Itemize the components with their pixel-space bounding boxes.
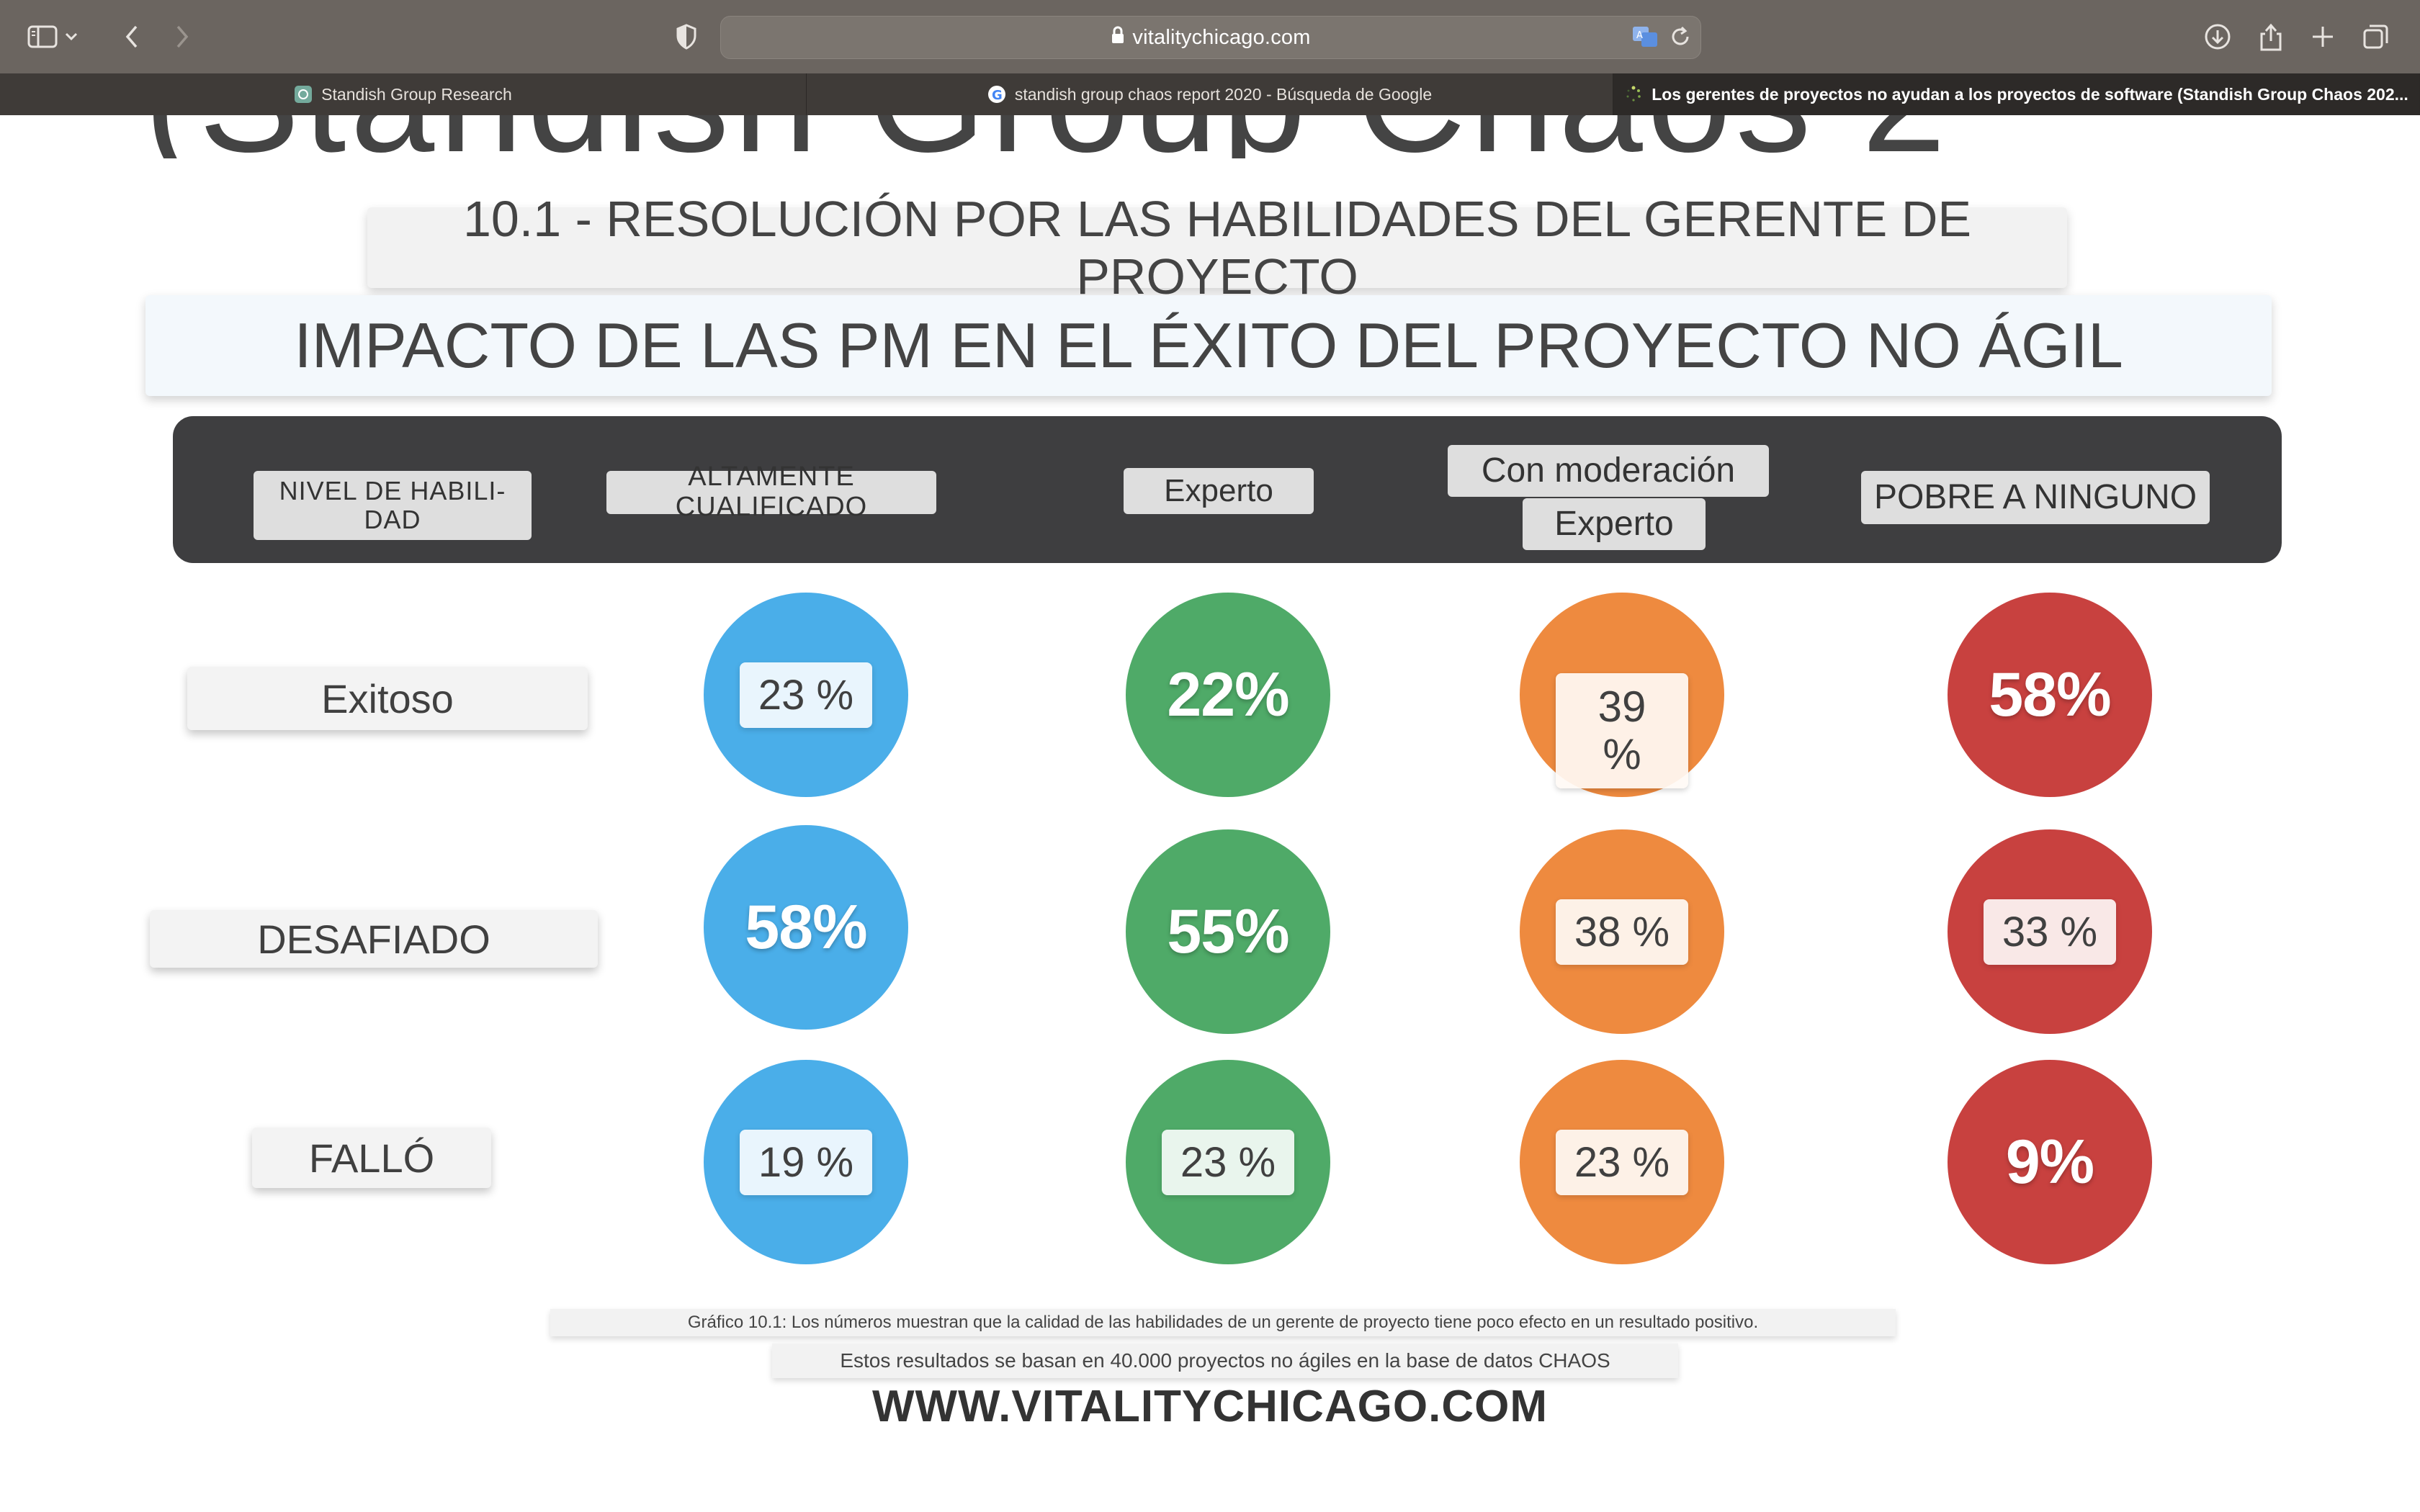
value-label: 19 %: [739, 1129, 873, 1195]
cell-failed-moderate: 23 %: [1520, 1060, 1724, 1264]
section-heading: 10.1 - RESOLUCIÓN POR LAS HABILIDADES DE…: [367, 191, 2067, 305]
svg-text:A: A: [1636, 30, 1643, 41]
column-header-poor: POBRE A NINGUNO: [1861, 471, 2210, 524]
value-label: 58%: [745, 892, 867, 962]
cell-failed-expert: 23 %: [1126, 1060, 1330, 1264]
column-header-highly-qualified: ALTAMENTE CUALIFICADO: [606, 462, 936, 522]
value-label: 58%: [1989, 660, 2111, 729]
lock-icon: [1111, 17, 1125, 59]
cell-challenged-moderate: 38 %: [1520, 829, 1724, 1034]
chart-caption: Gráfico 10.1: Los números muestran que l…: [550, 1309, 1896, 1336]
data-source-note: Estos resultados se basan en 40.000 proy…: [772, 1344, 1678, 1378]
sidebar-icon[interactable]: [22, 16, 63, 58]
column-header-skill-level: NIVEL DE HABILI- DAD: [254, 471, 532, 540]
row-label-success: Exitoso: [187, 667, 588, 730]
column-header-moderate: Con moderación: [1448, 445, 1769, 497]
tab-title: Standish Group Research: [321, 84, 512, 104]
value-label: 39 %: [1556, 673, 1688, 788]
cell-challenged-highly-qualified: 58%: [704, 825, 908, 1030]
shield-icon[interactable]: [666, 16, 707, 58]
tab-standish-research[interactable]: Standish Group Research: [0, 73, 807, 115]
row-label-challenged: DESAFIADO: [150, 910, 598, 968]
download-icon[interactable]: [2197, 16, 2238, 58]
tab-title: Los gerentes de proyectos no ayudan a lo…: [1652, 84, 2408, 104]
svg-text:G: G: [992, 88, 1003, 103]
new-tab-icon[interactable]: [2302, 16, 2344, 58]
value-label: 23 %: [1161, 1129, 1295, 1195]
value-label: 33 %: [1983, 899, 2117, 965]
chevron-down-icon[interactable]: [60, 16, 82, 58]
url-text: vitalitychicago.com: [1132, 26, 1311, 49]
row-label-failed: FALLÓ: [252, 1128, 491, 1188]
back-icon[interactable]: [111, 16, 153, 58]
tab-bar: Standish Group Research G standish group…: [0, 73, 2420, 115]
cell-success-poor: 58%: [1948, 593, 2152, 797]
address-bar[interactable]: vitalitychicago.com A: [720, 16, 1701, 59]
column-header-expert: Experto: [1124, 468, 1314, 514]
value-label: 55%: [1167, 896, 1289, 966]
browser-toolbar: vitalitychicago.com A: [0, 0, 2420, 74]
value-label: 23 %: [1555, 1129, 1689, 1195]
cell-success-moderate: 39 %: [1520, 593, 1724, 797]
column-header-bar: NIVEL DE HABILI- DAD ALTAMENTE CUALIFICA…: [173, 416, 2282, 563]
value-label: 23 %: [739, 662, 873, 728]
site-watermark: WWW.VITALITYCHICAGO.COM: [872, 1382, 1548, 1431]
value-label: 9%: [2005, 1127, 2094, 1197]
google-favicon-icon: G: [987, 85, 1006, 104]
chart-title: IMPACTO DE LAS PM EN EL ÉXITO DEL PROYEC…: [145, 295, 2272, 396]
openai-favicon-icon: [294, 85, 313, 104]
share-icon[interactable]: [2250, 16, 2292, 58]
tab-title: standish group chaos report 2020 - Búsqu…: [1014, 84, 1433, 104]
tab-google-search[interactable]: G standish group chaos report 2020 - Bús…: [807, 73, 1613, 115]
tab-current-article[interactable]: Los gerentes de proyectos no ayudan a lo…: [1613, 73, 2420, 115]
cell-challenged-poor: 33 %: [1948, 829, 2152, 1034]
partial-page-heading: (Standish Group Chaos 2020): [144, 115, 1945, 158]
loading-spinner-icon: [1624, 85, 1643, 104]
value-label: 22%: [1167, 660, 1289, 729]
cell-failed-highly-qualified: 19 %: [704, 1060, 908, 1264]
translate-icon[interactable]: A: [1631, 24, 1660, 53]
column-header-moderate-expert: Experto: [1523, 498, 1706, 550]
cell-challenged-expert: 55%: [1126, 829, 1330, 1034]
value-label: 38 %: [1555, 899, 1689, 965]
cell-success-highly-qualified: 23 %: [704, 593, 908, 797]
reload-icon[interactable]: [1669, 24, 1692, 53]
cell-success-expert: 22%: [1126, 593, 1330, 797]
forward-icon[interactable]: [161, 16, 203, 58]
cell-failed-poor: 9%: [1948, 1060, 2152, 1264]
tabs-overview-icon[interactable]: [2355, 16, 2397, 58]
